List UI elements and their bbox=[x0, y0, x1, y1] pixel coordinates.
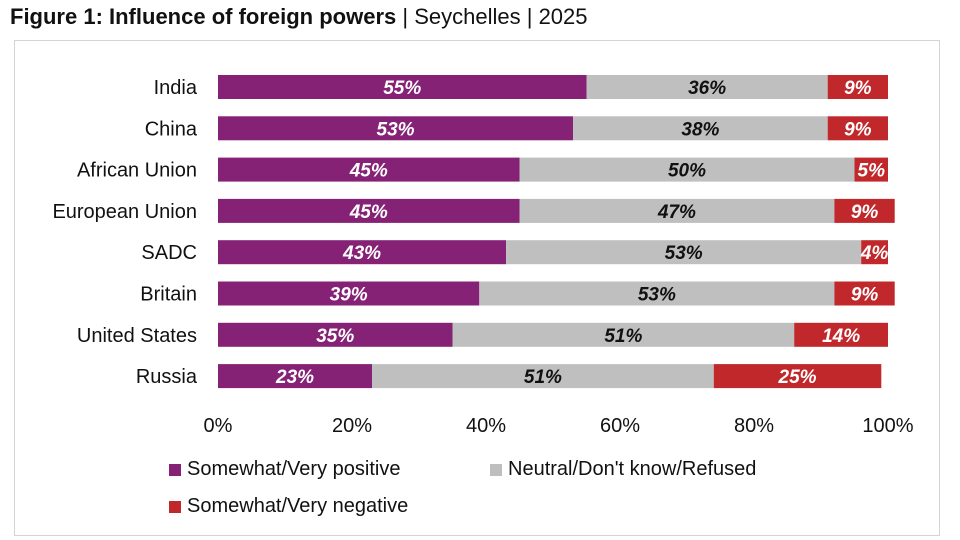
bar-neutral-china bbox=[573, 116, 828, 141]
bar-negative-britain bbox=[834, 281, 895, 306]
data-label-negative-european-union: 9% bbox=[851, 202, 879, 223]
bar-negative-china bbox=[827, 116, 888, 141]
chart-title-country: Seychelles bbox=[414, 4, 521, 29]
data-label-neutral-african-union: 50% bbox=[668, 161, 706, 182]
x-tick-label-2: 40% bbox=[466, 415, 506, 437]
data-label-positive-united-states: 35% bbox=[316, 326, 354, 347]
bar-neutral-britain bbox=[479, 281, 835, 306]
chart-title-separator: | bbox=[402, 4, 415, 29]
bar-positive-sadc bbox=[218, 240, 507, 265]
data-label-negative-russia: 25% bbox=[778, 367, 817, 388]
bar-negative-india bbox=[827, 75, 888, 99]
bar-positive-india bbox=[218, 75, 587, 99]
data-label-negative-britain: 9% bbox=[851, 285, 879, 306]
chart-title: Figure 1: Influence of foreign powers | … bbox=[10, 4, 588, 30]
x-tick-label-1: 20% bbox=[332, 415, 372, 437]
data-label-positive-european-union: 45% bbox=[349, 202, 388, 223]
data-label-positive-china: 53% bbox=[377, 119, 415, 140]
legend-swatch-positive bbox=[169, 463, 181, 476]
category-label-britain: Britain bbox=[140, 284, 197, 306]
data-label-negative-african-union: 5% bbox=[858, 161, 886, 182]
category-label-european-union: European Union bbox=[52, 201, 197, 223]
category-label-china: China bbox=[145, 118, 198, 140]
chart-title-main: Figure 1: Influence of foreign powers bbox=[10, 4, 397, 29]
bar-positive-china bbox=[218, 116, 574, 141]
bar-positive-russia bbox=[218, 364, 373, 389]
category-label-african-union: African Union bbox=[77, 160, 197, 182]
legend-swatch-neutral bbox=[490, 463, 502, 476]
category-label-russia: Russia bbox=[136, 366, 198, 388]
bar-positive-european-union bbox=[218, 198, 520, 223]
data-label-neutral-britain: 53% bbox=[638, 285, 676, 306]
data-label-positive-britain: 39% bbox=[330, 285, 368, 306]
legend-swatch-negative bbox=[169, 500, 181, 513]
category-label-sadc: SADC bbox=[141, 242, 197, 264]
data-label-negative-india: 9% bbox=[844, 78, 872, 99]
bar-neutral-russia bbox=[372, 364, 714, 389]
bar-neutral-sadc bbox=[506, 240, 862, 265]
data-label-negative-sadc: 4% bbox=[860, 243, 889, 264]
data-label-neutral-china: 38% bbox=[681, 119, 719, 140]
data-label-positive-sadc: 43% bbox=[342, 243, 381, 264]
chart-title-year: 2025 bbox=[538, 4, 588, 29]
data-label-negative-united-states: 14% bbox=[822, 326, 860, 347]
bar-negative-united-states bbox=[794, 322, 888, 347]
legend-label-positive: Somewhat/Very positive bbox=[187, 458, 401, 480]
category-label-united-states: United States bbox=[77, 325, 197, 347]
bar-neutral-african-union bbox=[519, 157, 855, 182]
bar-negative-african-union bbox=[854, 157, 888, 182]
bar-negative-russia bbox=[713, 364, 882, 389]
legend-label-negative: Somewhat/Very negative bbox=[187, 495, 409, 517]
bar-neutral-european-union bbox=[519, 198, 835, 223]
bar-negative-european-union bbox=[834, 198, 895, 223]
bar-positive-united-states bbox=[218, 322, 453, 347]
chart-frame bbox=[14, 40, 940, 536]
legend-label-neutral: Neutral/Don't know/Refused bbox=[508, 458, 757, 480]
category-label-india: India bbox=[154, 77, 198, 99]
bar-negative-sadc bbox=[861, 240, 888, 265]
bar-positive-african-union bbox=[218, 157, 520, 182]
legend-item-negative: Somewhat/Very negative bbox=[169, 495, 408, 518]
bar-neutral-united-states bbox=[452, 322, 795, 347]
x-tick-label-5: 100% bbox=[862, 415, 913, 437]
data-label-neutral-european-union: 47% bbox=[657, 202, 696, 223]
legend-item-positive: Somewhat/Very positive bbox=[169, 458, 400, 481]
chart-title-separator-2: | bbox=[526, 4, 539, 29]
x-tick-label-0: 0% bbox=[204, 415, 233, 437]
data-label-neutral-russia: 51% bbox=[524, 367, 562, 388]
data-label-positive-african-union: 45% bbox=[349, 161, 388, 182]
x-tick-label-4: 80% bbox=[734, 415, 774, 437]
bar-positive-britain bbox=[218, 281, 480, 306]
data-label-positive-india: 55% bbox=[383, 78, 421, 99]
data-label-neutral-india: 36% bbox=[688, 78, 726, 99]
data-label-neutral-united-states: 51% bbox=[604, 326, 642, 347]
legend-item-neutral: Neutral/Don't know/Refused bbox=[490, 458, 756, 481]
data-label-neutral-sadc: 53% bbox=[665, 243, 703, 264]
data-label-negative-china: 9% bbox=[844, 119, 872, 140]
bar-neutral-india bbox=[586, 75, 828, 99]
x-tick-label-3: 60% bbox=[600, 415, 640, 437]
data-label-positive-russia: 23% bbox=[275, 367, 314, 388]
